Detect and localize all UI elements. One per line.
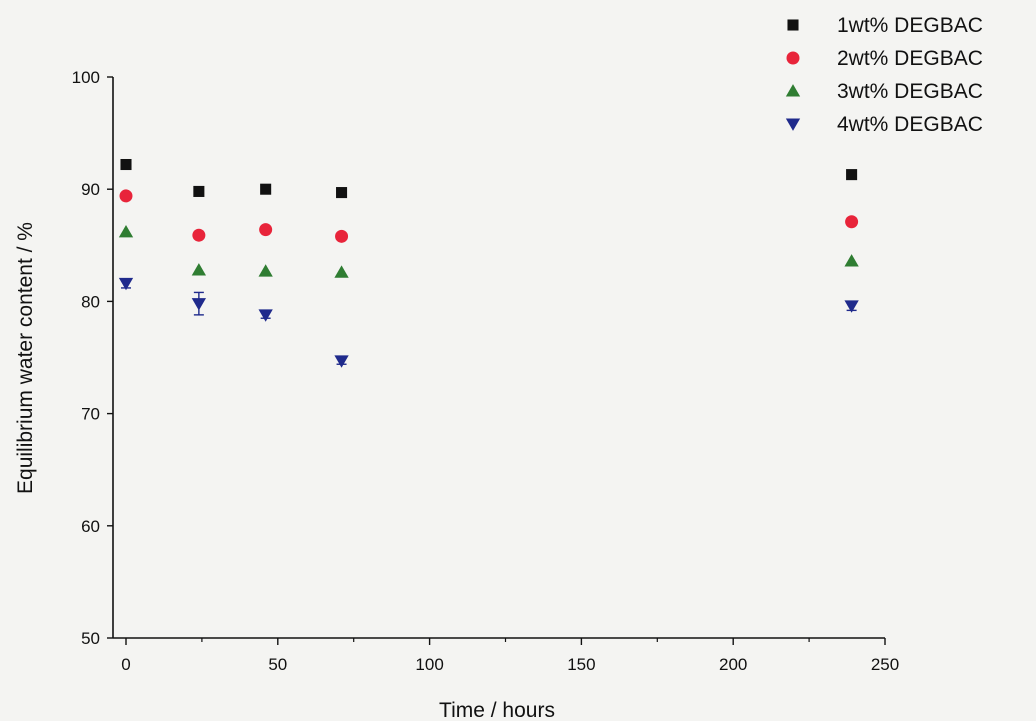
data-point-series-3: [334, 265, 348, 277]
x-ticks: 0 50 100 150 200 250: [121, 638, 899, 674]
error-bars: [121, 279, 857, 364]
data-point-series-2: [335, 230, 348, 243]
y-axis-title: Equilibrium water content / %: [14, 222, 37, 494]
x-tick-label: 50: [268, 655, 287, 674]
legend: 1wt% DEGBAC 2wt% DEGBAC 3wt% DEGBAC 4wt% DE…: [786, 14, 983, 136]
data-point-series-2: [845, 215, 858, 228]
data-point-series-4: [192, 298, 206, 310]
legend-marker: [787, 19, 798, 30]
data-point-series-1: [260, 184, 271, 195]
y-ticks: 50 60 70 80 90 100: [72, 68, 113, 648]
data-point-series-4: [119, 278, 133, 290]
x-tick-label: 0: [121, 655, 130, 674]
x-tick-label: 150: [567, 655, 595, 674]
data-point-series-1: [193, 186, 204, 197]
y-tick-label: 90: [81, 180, 100, 199]
data-point-series-4: [334, 355, 348, 367]
data-points: [119, 159, 859, 368]
legend-label: 3wt% DEGBAC: [837, 80, 983, 103]
legend-marker: [786, 84, 800, 96]
data-point-series-2: [192, 229, 205, 242]
y-tick-label: 70: [81, 405, 100, 424]
legend-marker: [786, 118, 800, 130]
legend-label: 4wt% DEGBAC: [837, 113, 983, 136]
x-axis-title: Time / hours: [439, 699, 555, 721]
data-point-series-2: [259, 223, 272, 236]
x-tick-label: 250: [871, 655, 899, 674]
legend-label: 1wt% DEGBAC: [837, 14, 983, 37]
axes: 50 60 70 80 90 100 0 50 100 150 200 250: [72, 68, 900, 674]
y-tick-label: 60: [81, 517, 100, 536]
y-tick-label: 80: [81, 292, 100, 311]
data-point-series-2: [120, 189, 133, 202]
legend-label: 2wt% DEGBAC: [837, 47, 983, 70]
y-tick-label: 50: [81, 629, 100, 648]
data-point-series-1: [120, 159, 131, 170]
data-point-series-4: [844, 300, 858, 312]
x-tick-label: 100: [415, 655, 443, 674]
y-tick-label: 100: [72, 68, 100, 87]
data-point-series-3: [844, 254, 858, 266]
data-point-series-3: [119, 225, 133, 237]
data-point-series-4: [259, 309, 273, 321]
legend-marker: [787, 52, 800, 65]
data-point-series-3: [192, 263, 206, 275]
data-point-series-3: [259, 264, 273, 276]
x-tick-label: 200: [719, 655, 747, 674]
data-point-series-1: [846, 169, 857, 180]
data-point-series-1: [336, 187, 347, 198]
